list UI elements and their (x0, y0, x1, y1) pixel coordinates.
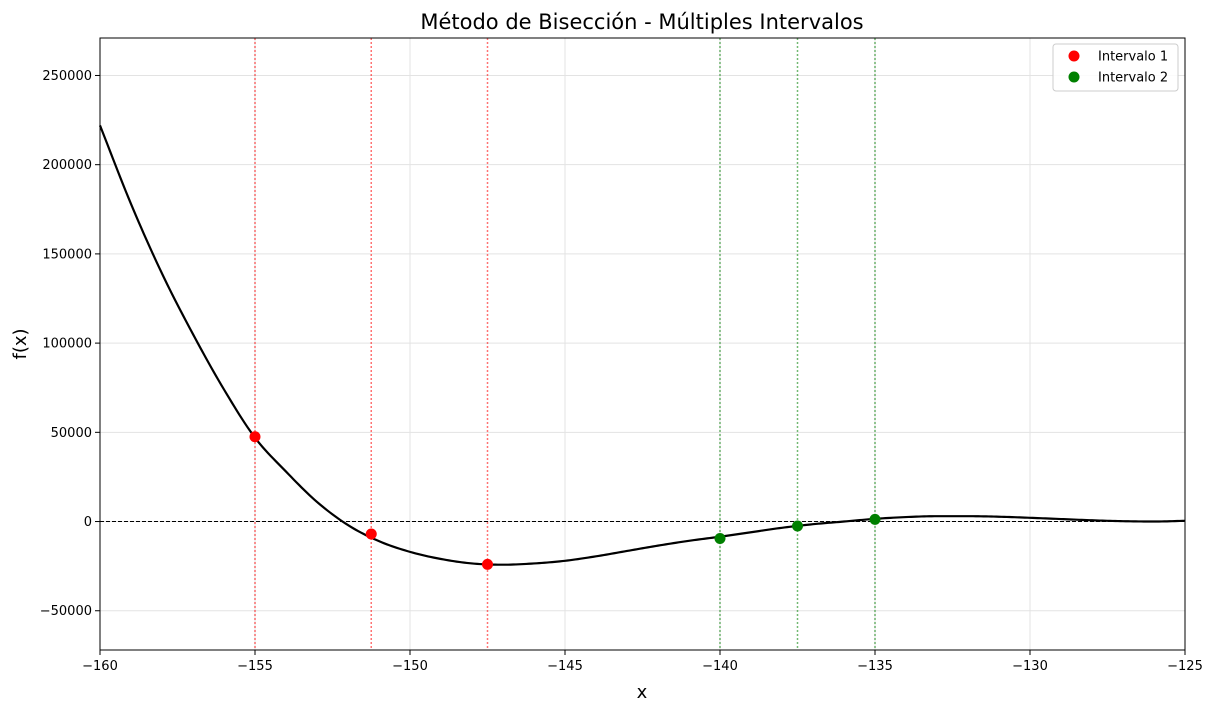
x-axis-label: x (637, 682, 648, 703)
y-axis-label: f(x) (10, 328, 31, 359)
y-tick-label: 100000 (42, 337, 92, 352)
plot-background (100, 38, 1185, 650)
function-curve (98, 125, 1186, 566)
plot-frame (99, 37, 1186, 651)
y-tick-label: 0 (84, 515, 92, 530)
y-tick-label: 150000 (42, 247, 92, 262)
x-tick-label: −140 (702, 659, 738, 674)
x-tick-label: −130 (1012, 659, 1048, 674)
x-tick-label: −150 (392, 659, 428, 674)
legend: Intervalo 1 Intervalo 2 (1052, 43, 1179, 92)
legend-label: Intervalo 1 (1098, 50, 1168, 65)
x-tick-label: −155 (237, 659, 273, 674)
y-axis-ticks: −50000 0 50000 100000 150000 200000 250000 (40, 69, 100, 619)
bisection-lines (254, 38, 876, 650)
legend-marker (1068, 50, 1080, 62)
x-tick-label: −135 (857, 659, 893, 674)
interval-1-point (482, 558, 493, 570)
interval-2-point (792, 520, 803, 532)
chart-title: Método de Bisección - Múltiples Interval… (420, 10, 863, 34)
legend-box (1052, 43, 1179, 92)
legend-label: Intervalo 2 (1098, 71, 1168, 86)
x-tick-label: −160 (82, 659, 118, 674)
y-tick-label: 200000 (42, 158, 92, 173)
interval-2-point (714, 532, 726, 544)
y-tick-label: 250000 (42, 69, 92, 84)
bisection-points (249, 431, 881, 570)
interval-1-point (249, 431, 261, 443)
x-tick-label: −125 (1167, 659, 1203, 674)
y-tick-label: −50000 (40, 604, 92, 619)
function-curve-group (98, 125, 1186, 566)
interval-1-point (365, 528, 377, 540)
x-axis-ticks: −160 −155 −150 −145 −140 −135 −130 −125 (82, 650, 1203, 674)
interval-2-point (869, 513, 881, 525)
y-tick-label: 50000 (51, 426, 92, 441)
x-tick-label: −145 (547, 659, 583, 674)
legend-marker (1068, 71, 1080, 83)
